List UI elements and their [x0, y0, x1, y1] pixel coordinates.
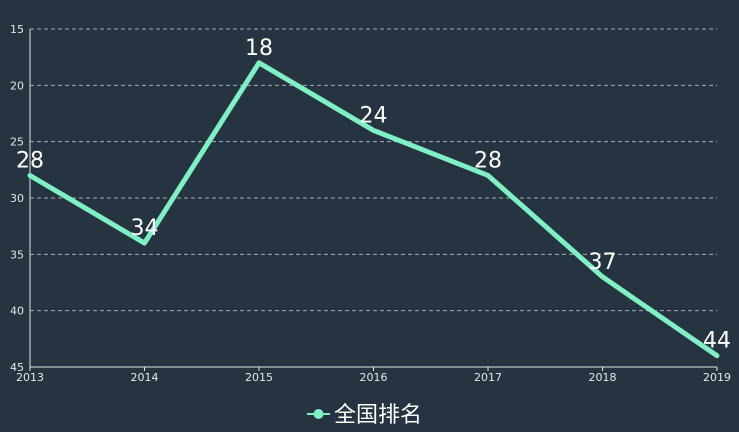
data-label: 44	[703, 329, 731, 354]
data-labels: 28 34 18 24 28 37 44	[16, 36, 731, 354]
x-tick-label: 2015	[245, 371, 273, 384]
y-tick-label: 45	[10, 361, 24, 374]
x-tick-label: 2013	[16, 371, 44, 384]
legend-label: 全国排名	[334, 403, 422, 428]
data-label: 18	[245, 36, 273, 61]
y-tick-label: 30	[10, 192, 24, 205]
x-tick-label: 2017	[474, 371, 502, 384]
data-label: 28	[16, 148, 44, 173]
y-tick-label: 20	[10, 79, 24, 92]
y-tick-label: 35	[10, 248, 24, 261]
data-label: 24	[360, 103, 388, 128]
y-tick-label: 15	[10, 23, 24, 36]
legend[interactable]: 全国排名	[307, 403, 422, 428]
x-tick-label: 2016	[360, 371, 388, 384]
x-tick-label: 2018	[589, 371, 617, 384]
data-label: 37	[589, 250, 617, 275]
x-tick-label: 2019	[703, 371, 731, 384]
y-tick-label: 40	[10, 305, 24, 318]
grid-lines	[30, 28, 717, 312]
y-tick-label: 25	[10, 136, 24, 149]
legend-marker-icon	[313, 409, 324, 419]
x-tick-label: 2014	[131, 371, 159, 384]
data-label: 28	[474, 148, 502, 173]
data-label: 34	[131, 216, 159, 241]
series-line-layer	[27, 60, 720, 359]
